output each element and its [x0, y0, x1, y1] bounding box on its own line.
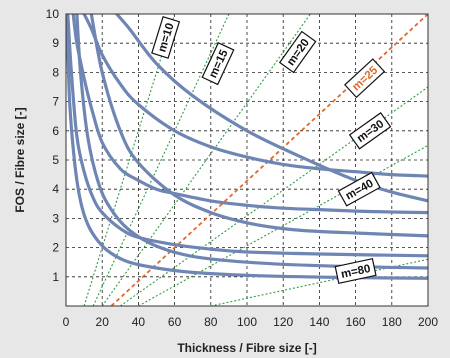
guide-line-m-40	[138, 144, 428, 306]
design-curve-4	[82, 14, 428, 178]
x-tick-label: 60	[168, 315, 182, 329]
x-tick-label: 140	[309, 315, 329, 329]
plot-frame	[65, 13, 429, 307]
design-curves	[66, 14, 428, 280]
y-axis-title: FOS / Fibre size [-]	[13, 107, 27, 212]
y-tick-label: 4	[52, 182, 59, 196]
guide-label-box	[151, 15, 181, 59]
y-tick-label: 3	[52, 211, 59, 225]
x-tick-label: 200	[418, 315, 438, 329]
guide-label-box	[337, 171, 381, 207]
guide-label-box	[344, 58, 386, 99]
guide-label-box	[201, 41, 235, 86]
guide-label-m-80: m=80	[334, 257, 377, 285]
y-tick-label: 5	[52, 153, 59, 167]
x-tick-labels: 0 20 40 60 80 100 120 140 160 180 200	[63, 315, 439, 329]
y-tick-label: 7	[52, 95, 59, 109]
design-curve-6	[89, 14, 428, 238]
y-tick-label: 6	[52, 124, 59, 138]
x-tick-label: 20	[96, 315, 110, 329]
x-tick-label: 0	[63, 315, 70, 329]
y-tick-label: 2	[52, 241, 59, 255]
y-tick-labels: 1 2 3 4 5 6 7 8 9 10	[46, 7, 60, 284]
guide-line-m-10	[83, 14, 176, 306]
guide-label-box	[334, 257, 377, 285]
guide-label-box	[278, 30, 317, 74]
guide-label-box	[348, 112, 392, 150]
x-tick-label: 80	[204, 315, 218, 329]
design-curve-7	[75, 14, 428, 270]
y-tick-label: 1	[52, 270, 59, 284]
x-tick-label: 160	[346, 315, 366, 329]
y-tick-label: 9	[52, 36, 59, 50]
x-tick-label: 40	[132, 315, 146, 329]
guide-line-m-30	[119, 86, 428, 306]
y-tick-label: 10	[46, 7, 60, 21]
guide-label-m-25: m=25	[344, 58, 386, 99]
x-tick-label: 180	[382, 315, 402, 329]
x-tick-label: 120	[273, 315, 293, 329]
x-axis-title: Thickness / Fibre size [-]	[177, 341, 316, 355]
x-tick-label: 100	[237, 315, 257, 329]
y-tick-label: 8	[52, 65, 59, 79]
design-curve-5	[115, 14, 428, 203]
guide-labels: m=10m=15 m=20m=25m=30m=40m=80	[151, 15, 392, 285]
design-curve-1	[71, 14, 428, 215]
guide-label-m-10: m=10	[151, 15, 181, 59]
design-curve-2	[66, 14, 428, 258]
design-curve-3	[66, 14, 428, 280]
